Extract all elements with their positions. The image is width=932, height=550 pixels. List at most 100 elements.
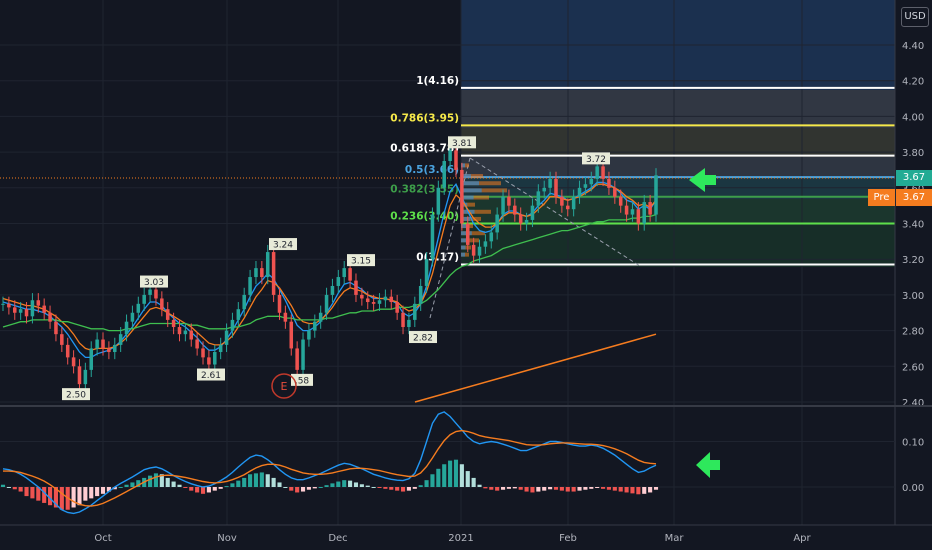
histogram-bar bbox=[359, 484, 364, 487]
histogram-bar bbox=[553, 487, 559, 490]
price-callout-label: 3.03 bbox=[144, 278, 164, 288]
candle-body bbox=[142, 294, 146, 304]
price-tick-label: 4.40 bbox=[902, 41, 924, 52]
histogram-bar bbox=[583, 487, 588, 490]
candle-body bbox=[542, 187, 546, 192]
currency-label[interactable]: USD bbox=[901, 7, 929, 27]
candle-body bbox=[607, 178, 611, 188]
earnings-marker-label: E bbox=[281, 380, 288, 393]
candle-body bbox=[307, 330, 311, 340]
price-callout-label: 2.82 bbox=[413, 334, 433, 344]
histogram-bar bbox=[483, 487, 488, 489]
histogram-bar bbox=[153, 473, 159, 487]
histogram-bar bbox=[200, 487, 206, 494]
price-callout-box bbox=[291, 373, 313, 386]
histogram-bar bbox=[477, 484, 482, 487]
moving-average-line bbox=[2, 183, 657, 351]
volume-profile-bar bbox=[461, 252, 465, 257]
candle-body bbox=[60, 334, 64, 345]
candle-body bbox=[477, 246, 482, 256]
candle-body bbox=[471, 244, 476, 256]
candle-body bbox=[507, 196, 511, 206]
candle-body bbox=[395, 302, 399, 313]
candle-body bbox=[595, 166, 599, 179]
time-axis-label: 2021 bbox=[448, 533, 473, 544]
indicator-pane[interactable]: 0.10 0.00 bbox=[0, 411, 924, 515]
histogram-bar bbox=[12, 487, 17, 490]
histogram-bar bbox=[183, 487, 188, 488]
candle-body bbox=[330, 285, 335, 295]
histogram-bar bbox=[118, 487, 123, 488]
histogram-bar bbox=[277, 482, 282, 487]
histogram-bar bbox=[100, 487, 106, 494]
candle-body bbox=[583, 184, 588, 188]
price-scale[interactable]: 4.404.204.003.803.603.403.203.002.802.60… bbox=[902, 41, 924, 409]
candle-body bbox=[489, 232, 494, 242]
candle-body bbox=[495, 214, 499, 233]
candle-body bbox=[642, 202, 646, 224]
time-axis[interactable]: Oct Nov Dec 2021 Feb Mar Apr bbox=[94, 533, 811, 544]
candle-body bbox=[165, 309, 170, 320]
histogram-bar bbox=[324, 485, 329, 487]
histogram-bar bbox=[595, 487, 600, 488]
time-axis-label: Dec bbox=[328, 533, 347, 544]
candle-body bbox=[242, 294, 246, 310]
histogram-bar bbox=[112, 487, 117, 490]
candle-body bbox=[136, 303, 141, 313]
histogram-bar bbox=[0, 484, 6, 487]
histogram-bar bbox=[171, 481, 176, 487]
histogram-bar bbox=[524, 487, 529, 492]
candle-body bbox=[1, 303, 5, 305]
candle-body bbox=[401, 312, 405, 328]
candle-body bbox=[377, 300, 382, 304]
candle-body bbox=[318, 312, 323, 322]
candle-body bbox=[289, 321, 294, 349]
candle-body bbox=[530, 205, 535, 220]
histogram-bar bbox=[95, 487, 100, 497]
histogram-bar bbox=[248, 474, 253, 487]
indicator-tick-label: 0.00 bbox=[902, 483, 924, 494]
histogram-bar bbox=[148, 475, 153, 487]
histogram-bar bbox=[395, 487, 400, 491]
candle-body bbox=[430, 214, 435, 260]
volume-profile-bar bbox=[461, 238, 470, 243]
time-axis-label: Nov bbox=[217, 533, 237, 544]
price-tick-label: 4.00 bbox=[902, 112, 924, 123]
candle-body bbox=[171, 319, 176, 328]
candle-body bbox=[360, 294, 364, 299]
histogram-bar bbox=[624, 487, 629, 493]
candle-body bbox=[460, 169, 464, 224]
candlesticks bbox=[1, 143, 658, 392]
candle-body bbox=[560, 196, 564, 206]
price-callout-box bbox=[62, 388, 90, 401]
histogram-bar bbox=[106, 487, 111, 492]
candle-body bbox=[418, 285, 423, 304]
volume-profile-bar bbox=[461, 188, 482, 193]
candle-body bbox=[354, 280, 358, 295]
histogram-bar bbox=[453, 459, 459, 487]
candle-body bbox=[324, 294, 329, 313]
volume-profile-bar bbox=[461, 195, 489, 200]
fib-labels: 1(4.16) 0.786(3.95) 0.618(3.78) 0.5(3.66) 0.… bbox=[390, 75, 459, 264]
volume-profile-bar bbox=[461, 188, 507, 193]
price-callout-label: 2.61 bbox=[201, 371, 221, 381]
histogram-bar bbox=[48, 487, 53, 506]
candle-body bbox=[224, 330, 229, 345]
candle-body bbox=[342, 268, 346, 278]
indicator-scale[interactable]: 0.10 0.00 bbox=[902, 438, 924, 495]
price-callout-label: 3.81 bbox=[452, 139, 472, 149]
earnings-marker[interactable]: E bbox=[271, 373, 297, 399]
candle-body bbox=[177, 327, 182, 335]
price-tick-label: 2.40 bbox=[902, 398, 924, 409]
price-pane[interactable]: 1(4.16) 0.786(3.95) 0.618(3.78) 0.5(3.66) 0.… bbox=[0, 0, 924, 525]
volume-profile-bar bbox=[461, 231, 485, 236]
price-callout-box bbox=[582, 152, 610, 165]
candle-body bbox=[424, 259, 429, 286]
price-tick-label: 3.40 bbox=[902, 220, 924, 231]
histogram-bar bbox=[495, 487, 500, 491]
fib-zone-0618 bbox=[461, 157, 895, 178]
histogram-bar bbox=[195, 487, 200, 493]
candle-body bbox=[260, 268, 264, 278]
candle-body bbox=[154, 289, 158, 299]
